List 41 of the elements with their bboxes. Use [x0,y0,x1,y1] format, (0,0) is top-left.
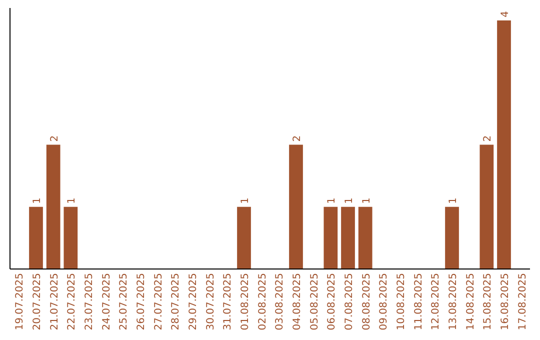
x-tick-label: 06.08.2025 [326,273,338,330]
x-tick-label: 03.08.2025 [274,273,286,330]
data-label: 4 [500,11,511,18]
data-label: 1 [240,197,251,204]
data-label: 1 [32,197,43,204]
data-label: 1 [448,197,459,204]
x-tick-label: 13.08.2025 [448,273,459,330]
x-tick-label: 11.08.2025 [413,273,424,330]
x-tick-label: 30.07.2025 [205,273,216,330]
x-tick-label: 17.08.2025 [517,273,528,330]
x-tick-label: 19.07.2025 [14,273,26,330]
x-tick-label: 01.08.2025 [240,273,251,330]
x-tick-label: 27.07.2025 [153,273,164,330]
x-tick-label: 15.08.2025 [482,273,494,330]
x-tick-label: 04.08.2025 [292,273,303,330]
x-tick-label: 20.07.2025 [32,273,43,330]
x-tick-label: 24.07.2025 [101,273,112,330]
data-label: 1 [66,197,78,204]
x-tick-label: 28.07.2025 [170,273,182,330]
data-label: 1 [344,197,355,204]
data-label: 1 [326,197,338,204]
x-tick-label: 22.07.2025 [66,273,78,330]
x-tick-label: 05.08.2025 [309,273,320,330]
x-tick-label: 10.08.2025 [396,273,407,330]
x-tick-label: 23.07.2025 [84,273,95,330]
data-label: 2 [482,135,494,142]
x-tick-label: 29.07.2025 [188,273,199,330]
x-tick-label: 21.07.2025 [49,273,60,330]
x-tick-label: 07.08.2025 [344,273,355,330]
data-label: 1 [361,197,372,204]
x-tick-label: 14.08.2025 [465,273,476,330]
data-label: 2 [49,135,60,142]
x-tick-label: 09.08.2025 [378,273,390,330]
x-tick-label: 16.08.2025 [500,273,511,330]
x-tick-label: 26.07.2025 [136,273,147,330]
x-tick-label: 31.07.2025 [222,273,234,330]
x-tick-label: 12.08.2025 [430,273,442,330]
x-tick-label: 02.08.2025 [257,273,268,330]
x-tick-label: 08.08.2025 [361,273,372,330]
data-label: 2 [292,135,303,142]
x-tick-label: 25.07.2025 [118,273,130,330]
